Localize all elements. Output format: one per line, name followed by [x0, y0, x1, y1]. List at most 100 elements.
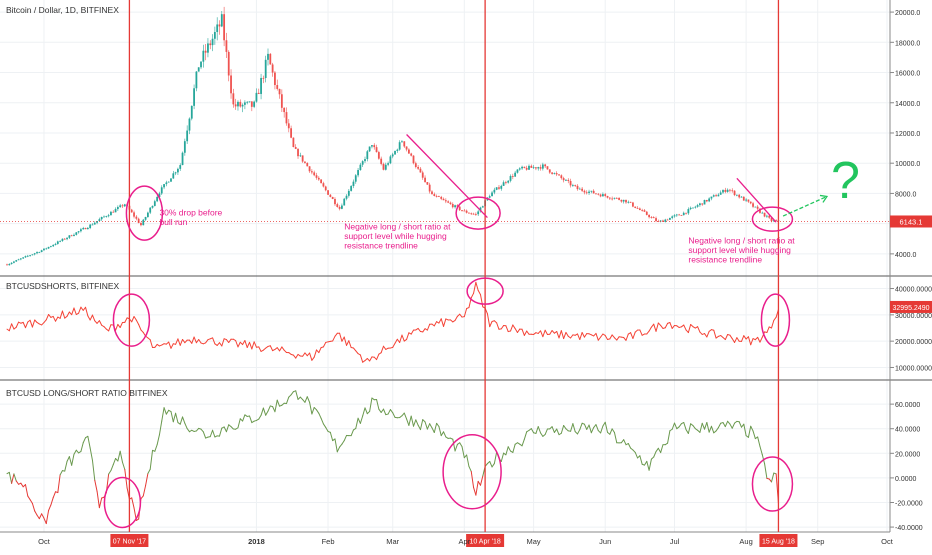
candle-body	[496, 187, 498, 189]
candle-body	[110, 212, 112, 215]
x-tick-label: 2018	[248, 537, 265, 546]
candle-body	[669, 218, 671, 220]
y-tick-label: 60.0000	[895, 402, 920, 409]
candle-body	[463, 211, 465, 212]
candle-body	[461, 210, 463, 211]
annotation-text: resistance trendline	[688, 254, 762, 264]
y-tick-label: -20.0000	[895, 500, 923, 507]
candle-body	[676, 215, 678, 216]
y-tick-label: 30000.0000	[895, 313, 932, 320]
candle-body	[530, 166, 532, 168]
candle-body	[119, 205, 121, 207]
candle-body	[692, 208, 694, 209]
candle-body	[706, 200, 708, 201]
candle-body	[251, 101, 253, 106]
candle-body	[191, 106, 193, 119]
candle-body	[122, 205, 124, 206]
candle-body	[228, 52, 230, 76]
candle-body	[89, 225, 91, 228]
candle-body	[52, 245, 54, 246]
candle-body	[200, 62, 202, 68]
candle-body	[639, 209, 641, 210]
candle-body	[387, 163, 389, 165]
x-tick-label: Sep	[811, 537, 824, 546]
candle-body	[410, 154, 412, 156]
candle-body	[64, 239, 66, 240]
candle-body	[71, 235, 73, 236]
candle-body	[108, 215, 110, 216]
candle-body	[262, 78, 264, 79]
candle-body	[131, 210, 133, 213]
candle-body	[408, 150, 410, 154]
candle-body	[78, 231, 80, 232]
candle-body	[736, 195, 738, 196]
candle-body	[302, 155, 304, 161]
event-date-label: 15 Aug '18	[762, 539, 795, 546]
candle-body	[276, 85, 278, 89]
candle-body	[602, 194, 604, 196]
candle-body	[334, 199, 336, 204]
candle-body	[512, 176, 514, 177]
candle-body	[170, 178, 172, 181]
shorts-chart-title: BTCUSDSHORTS, BITFINEX	[6, 281, 120, 291]
candle-body	[226, 40, 228, 52]
candle-body	[156, 197, 158, 201]
candle-body	[309, 166, 311, 171]
candle-body	[8, 264, 10, 265]
candle-body	[260, 78, 262, 94]
candle-body	[713, 195, 715, 196]
annotation-text: Negative long / short ratio at	[344, 222, 451, 232]
candle-body	[20, 258, 22, 259]
candle-body	[135, 217, 137, 219]
candle-body	[390, 156, 392, 163]
candle-body	[590, 191, 592, 192]
candle-body	[396, 150, 398, 151]
candle-body	[327, 190, 329, 195]
candle-body	[50, 246, 52, 247]
candle-body	[681, 215, 683, 216]
candle-body	[741, 197, 743, 198]
x-tick-label: Oct	[38, 537, 51, 546]
candle-body	[27, 256, 29, 257]
candle-body	[653, 217, 655, 218]
candle-body	[482, 206, 484, 207]
candle-body	[554, 173, 556, 174]
y-tick-label: 20000.0000	[895, 339, 932, 346]
candle-body	[311, 171, 313, 172]
candle-body	[401, 141, 403, 142]
candle-body	[766, 216, 768, 217]
annotation-text: 30% drop before	[159, 207, 222, 217]
candle-body	[614, 198, 616, 199]
candle-body	[290, 128, 292, 137]
candle-body	[68, 235, 70, 237]
candle-body	[101, 217, 103, 219]
candle-body	[528, 166, 530, 170]
candle-body	[376, 147, 378, 152]
candle-body	[237, 102, 239, 106]
candle-body	[38, 252, 40, 253]
candle-body	[466, 211, 468, 213]
candle-body	[731, 190, 733, 191]
candle-body	[73, 235, 75, 236]
y-tick-label: -40.0000	[895, 525, 923, 532]
candle-body	[417, 167, 419, 169]
candle-body	[565, 180, 567, 181]
candle-body	[535, 167, 537, 168]
candle-body	[267, 54, 269, 60]
candle-body	[195, 72, 197, 89]
candle-body	[385, 165, 387, 170]
x-tick-label: Apr	[458, 537, 470, 546]
candle-body	[323, 183, 325, 186]
candle-body	[406, 146, 408, 149]
candle-body	[341, 206, 343, 209]
candle-body	[426, 182, 428, 185]
candle-body	[727, 190, 729, 192]
ratio-chart-title: BTCUSD LONG/SHORT RATIO BITFINEX	[6, 388, 168, 398]
candle-body	[205, 51, 207, 53]
candle-body	[6, 264, 8, 265]
candle-body	[500, 186, 502, 189]
candle-body	[359, 165, 361, 170]
candle-body	[242, 105, 244, 107]
candle-body	[584, 191, 586, 193]
candle-body	[533, 167, 535, 168]
